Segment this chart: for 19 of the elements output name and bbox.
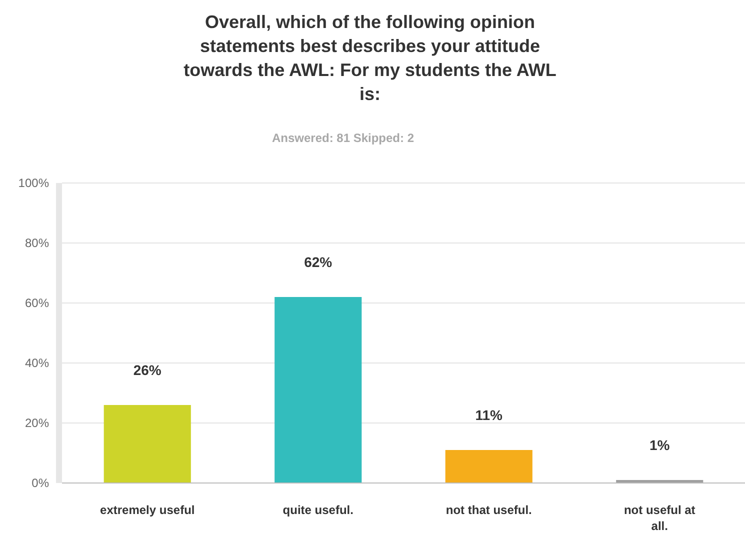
y-tick-label: 60% <box>24 296 50 310</box>
bar <box>274 297 362 483</box>
data-label: 62% <box>304 254 333 270</box>
x-tick-label: not that useful. <box>446 503 532 517</box>
y-tick-label: 100% <box>18 176 50 190</box>
chart-title: Overall, which of the following opinion statements best describes your attitude towards the AWL: For my students the AWL is: <box>184 12 556 104</box>
y-tick-label: 20% <box>24 416 50 430</box>
bar <box>104 405 191 483</box>
chart-subtitle: Answered: 81 Skipped: 2 <box>272 131 414 145</box>
bar <box>445 450 532 483</box>
y-tick-label: 0% <box>32 476 50 490</box>
x-tick-label: quite useful. <box>282 503 354 517</box>
x-tick-label: not useful at all. <box>624 503 696 533</box>
data-label: 1% <box>650 437 670 453</box>
data-label: 11% <box>475 407 504 423</box>
data-label: 26% <box>133 362 162 378</box>
y-tick-label: 80% <box>24 236 50 250</box>
x-tick-label: extremely useful <box>100 503 195 517</box>
y-tick-label: 40% <box>24 356 50 370</box>
